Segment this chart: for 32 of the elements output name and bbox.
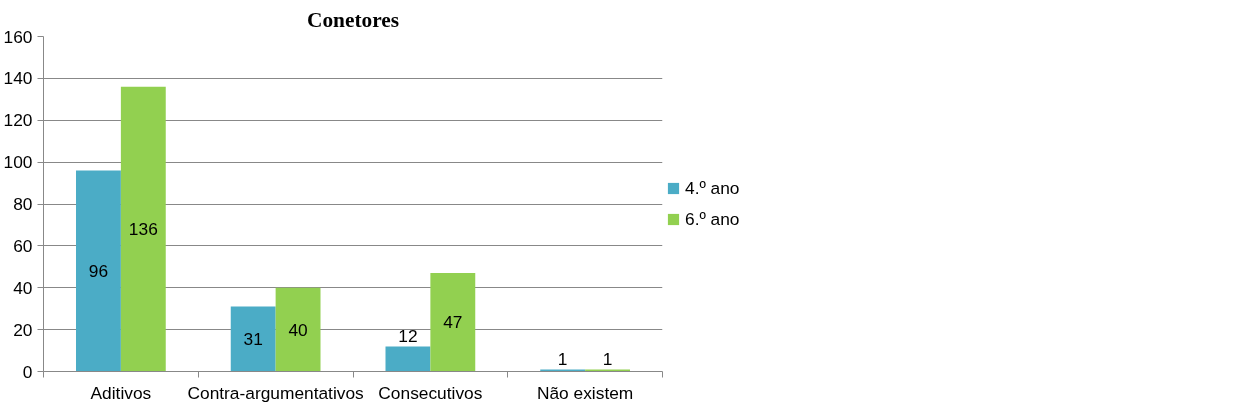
data-label: 47 — [443, 312, 463, 333]
bar — [540, 369, 586, 372]
bar — [76, 170, 121, 372]
x-tick-label: Contra-argumentativos — [187, 382, 365, 403]
chart-title: Conetores — [307, 7, 400, 32]
y-tick-label: 20 — [13, 319, 33, 340]
y-tick-label: 100 — [3, 152, 33, 173]
data-label: 1 — [557, 349, 568, 370]
data-label: 12 — [398, 326, 418, 347]
x-tick-label: Não existem — [536, 382, 634, 403]
data-label: 96 — [88, 261, 109, 281]
bar — [230, 306, 276, 372]
y-tick-label: 80 — [13, 194, 33, 214]
data-label: 31 — [243, 329, 263, 350]
x-tick-label: Aditivos — [90, 382, 152, 403]
y-tick-label: 120 — [3, 110, 33, 131]
legend-label: 4.º ano — [685, 177, 740, 199]
y-tick-label: 0 — [22, 361, 33, 382]
data-label: 40 — [288, 319, 308, 340]
y-tick-label: 40 — [13, 277, 33, 298]
bar — [585, 369, 630, 372]
bar — [430, 273, 476, 372]
data-label: 1 — [602, 349, 613, 370]
y-tick-label: 160 — [3, 26, 33, 47]
data-label: 136 — [128, 219, 158, 240]
bar — [275, 287, 321, 372]
legend-label: 6.º ano — [685, 208, 740, 230]
bar — [120, 86, 166, 372]
y-tick-label: 140 — [3, 68, 33, 89]
y-tick-label: 60 — [13, 235, 33, 256]
x-tick-label: Consecutivos — [378, 382, 483, 403]
bar — [385, 346, 431, 372]
